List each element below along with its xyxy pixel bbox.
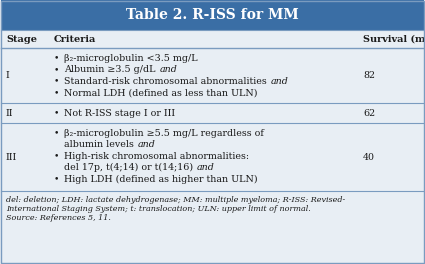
Text: 82: 82	[363, 71, 375, 80]
Text: International Staging System; t: translocation; ULN: upper limit of normal.: International Staging System; t: translo…	[6, 205, 311, 213]
Text: High LDH (defined as higher than ULN): High LDH (defined as higher than ULN)	[64, 175, 258, 184]
Text: β₂-microglobulin ≥5.5 mg/L regardless of: β₂-microglobulin ≥5.5 mg/L regardless of	[64, 129, 264, 138]
Text: and: and	[197, 163, 215, 172]
Text: β₂-microglobulin <3.5 mg/L: β₂-microglobulin <3.5 mg/L	[64, 54, 198, 63]
Text: •: •	[54, 88, 60, 97]
Text: •: •	[54, 109, 60, 118]
Text: albumin levels: albumin levels	[64, 140, 137, 149]
Text: Normal LDH (defined as less than ULN): Normal LDH (defined as less than ULN)	[64, 88, 258, 97]
Text: Table 2. R-ISS for MM: Table 2. R-ISS for MM	[126, 8, 299, 22]
Text: II: II	[6, 109, 14, 117]
Text: Albumin ≥3.5 g/dL: Albumin ≥3.5 g/dL	[64, 65, 159, 74]
Text: III: III	[6, 153, 17, 162]
Bar	[1, 0, 424, 30]
Text: del 17p, t(4;14) or t(14;16): del 17p, t(4;14) or t(14;16)	[64, 163, 196, 172]
Text: •: •	[54, 175, 60, 184]
Text: and: and	[159, 65, 177, 74]
Text: I: I	[6, 71, 10, 80]
Text: 40: 40	[363, 153, 375, 162]
Text: Criteria: Criteria	[54, 35, 96, 44]
Text: and: and	[138, 140, 156, 149]
Text: High-risk chromosomal abnormalities:: High-risk chromosomal abnormalities:	[64, 152, 249, 161]
Text: 62: 62	[363, 109, 375, 117]
Text: •: •	[54, 77, 60, 86]
Text: Not R-ISS stage I or III: Not R-ISS stage I or III	[64, 109, 175, 118]
Text: Source: References 5, 11.: Source: References 5, 11.	[6, 214, 111, 222]
Text: and: and	[271, 77, 289, 86]
Text: •: •	[54, 129, 60, 138]
Text: del: deletion; LDH: lactate dehydrogenase; MM: multiple myeloma; R-ISS: Revised-: del: deletion; LDH: lactate dehydrogenas…	[6, 196, 345, 204]
Text: •: •	[54, 65, 60, 74]
Text: Stage: Stage	[6, 35, 37, 44]
Text: •: •	[54, 152, 60, 161]
Text: Survival (mo): Survival (mo)	[363, 35, 425, 44]
Bar	[1, 191, 424, 263]
Text: •: •	[54, 54, 60, 63]
Text: Standard-risk chromosomal abnormalities: Standard-risk chromosomal abnormalities	[64, 77, 270, 86]
